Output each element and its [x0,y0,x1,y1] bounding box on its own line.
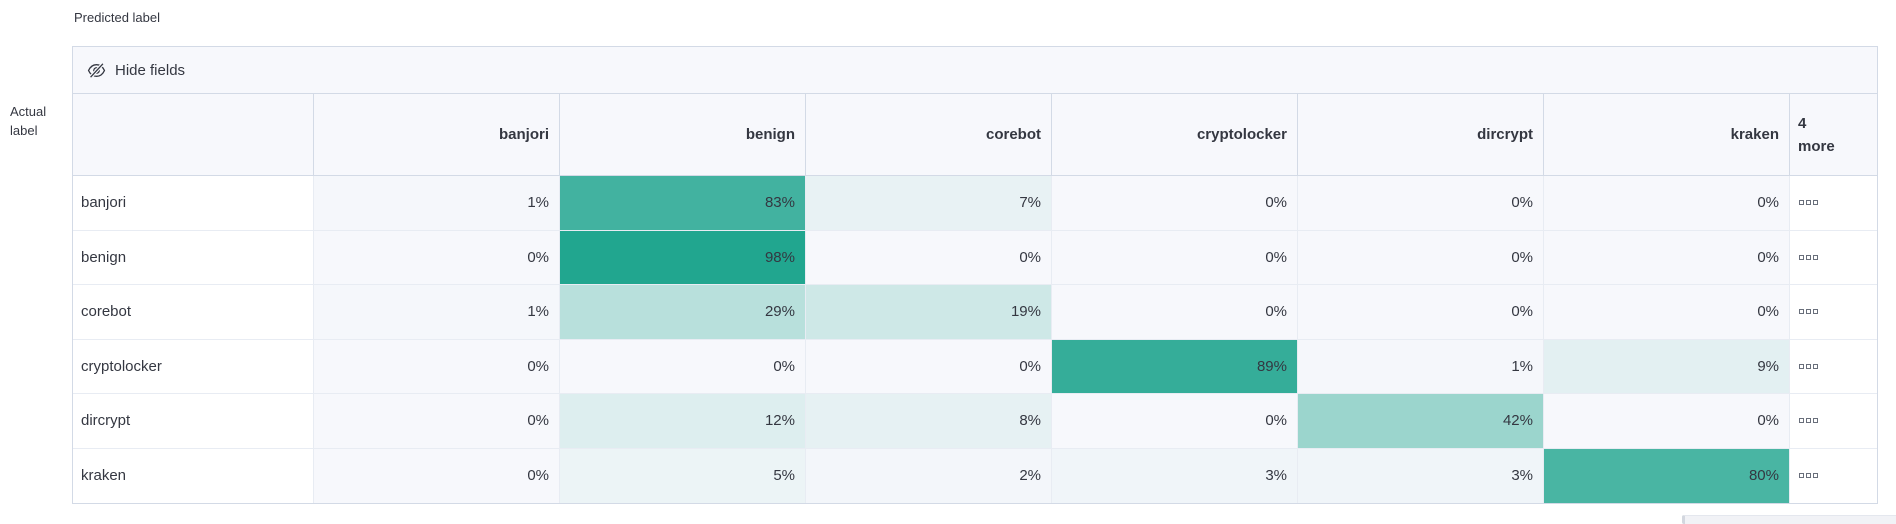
row-label-dircrypt[interactable]: dircrypt [73,394,314,449]
cell-corebot-kraken[interactable]: 0% [1544,285,1790,340]
actual-axis-label: Actual label [10,102,46,140]
column-header-dircrypt[interactable]: dircrypt [1298,94,1544,175]
column-header-corebot[interactable]: corebot [806,94,1052,175]
cell-benign-dircrypt[interactable]: 0% [1298,230,1544,285]
cell-dircrypt-cryptolocker[interactable]: 0% [1052,394,1298,449]
row-label-banjori[interactable]: banjori [73,176,314,231]
eye-closed-icon [87,61,106,80]
grid-row-cryptolocker: cryptolocker 0% 0% 0% 89% 1% 9% [73,339,1877,394]
row-label-cryptolocker[interactable]: cryptolocker [73,339,314,394]
predicted-axis-label: Predicted label [74,10,160,25]
cell-benign-corebot[interactable]: 0% [806,230,1052,285]
cell-kraken-corebot[interactable]: 2% [806,448,1052,503]
boxes-horizontal-icon[interactable] [1799,200,1818,206]
boxes-horizontal-icon[interactable] [1799,254,1818,260]
confusion-matrix-data-grid: Hide fields banjori benign corebot cryptolo… [72,46,1878,504]
row-label-benign[interactable]: benign [73,230,314,285]
grid-body: banjori 1% 83% 7% 0% 0% 0% benign 0% 98% 0% 0% 0% 0% c… [73,176,1877,503]
cell-kraken-benign[interactable]: 5% [560,448,806,503]
cell-banjori-kraken[interactable]: 0% [1544,176,1790,231]
cell-banjori-benign[interactable]: 83% [560,176,806,231]
row-label-kraken[interactable]: kraken [73,448,314,503]
grid-row-dircrypt: dircrypt 0% 12% 8% 0% 42% 0% [73,394,1877,449]
grid-toolbar: Hide fields [73,47,1877,94]
grid-row-kraken: kraken 0% 5% 2% 3% 3% 80% [73,448,1877,503]
cell-banjori-cryptolocker[interactable]: 0% [1052,176,1298,231]
grid-row-benign: benign 0% 98% 0% 0% 0% 0% [73,230,1877,285]
row-hidden-values-dircrypt[interactable] [1790,394,1877,449]
cell-kraken-kraken[interactable]: 80% [1544,448,1790,503]
cell-banjori-dircrypt[interactable]: 0% [1298,176,1544,231]
column-header-benign[interactable]: benign [560,94,806,175]
actual-axis-label-line1: Actual [10,104,47,119]
row-label-corebot[interactable]: corebot [73,285,314,340]
column-header-banjori[interactable]: banjori [314,94,560,175]
grid-row-banjori: banjori 1% 83% 7% 0% 0% 0% [73,176,1877,231]
cell-cryptolocker-banjori[interactable]: 0% [314,339,560,394]
cell-cryptolocker-benign[interactable]: 0% [560,339,806,394]
cell-benign-banjori[interactable]: 0% [314,230,560,285]
cell-corebot-corebot[interactable]: 19% [806,285,1052,340]
column-header-kraken[interactable]: kraken [1544,94,1790,175]
cell-corebot-cryptolocker[interactable]: 0% [1052,285,1298,340]
cell-benign-kraken[interactable]: 0% [1544,230,1790,285]
cell-banjori-corebot[interactable]: 7% [806,176,1052,231]
row-hidden-values-banjori[interactable] [1790,176,1877,231]
cell-dircrypt-banjori[interactable]: 0% [314,394,560,449]
hide-fields-label: Hide fields [115,61,186,79]
row-hidden-values-kraken[interactable] [1790,448,1877,503]
boxes-horizontal-icon[interactable] [1799,309,1818,315]
cell-corebot-benign[interactable]: 29% [560,285,806,340]
cell-cryptolocker-cryptolocker[interactable]: 89% [1052,339,1298,394]
header-corner-cell [73,94,314,175]
cell-cryptolocker-dircrypt[interactable]: 1% [1298,339,1544,394]
row-hidden-values-benign[interactable] [1790,230,1877,285]
boxes-horizontal-icon[interactable] [1799,418,1818,424]
cell-corebot-banjori[interactable]: 1% [314,285,560,340]
horizontal-scrollbar-thumb[interactable] [1682,515,1896,524]
boxes-horizontal-icon[interactable] [1799,473,1818,479]
cell-dircrypt-benign[interactable]: 12% [560,394,806,449]
columns-hidden-count-header[interactable]: 4 more [1790,94,1877,175]
boxes-horizontal-icon[interactable] [1799,363,1818,369]
cell-dircrypt-kraken[interactable]: 0% [1544,394,1790,449]
grid-row-corebot: corebot 1% 29% 19% 0% 0% 0% [73,285,1877,340]
cell-kraken-cryptolocker[interactable]: 3% [1052,448,1298,503]
cell-kraken-banjori[interactable]: 0% [314,448,560,503]
cell-dircrypt-dircrypt[interactable]: 42% [1298,394,1544,449]
row-hidden-values-corebot[interactable] [1790,285,1877,340]
grid-header-row: banjori benign corebot cryptolocker dircrypt… [73,94,1877,176]
hide-fields-button[interactable]: Hide fields [81,57,191,84]
cell-dircrypt-corebot[interactable]: 8% [806,394,1052,449]
cell-benign-cryptolocker[interactable]: 0% [1052,230,1298,285]
row-hidden-values-cryptolocker[interactable] [1790,339,1877,394]
cell-banjori-banjori[interactable]: 1% [314,176,560,231]
cell-kraken-dircrypt[interactable]: 3% [1298,448,1544,503]
cell-cryptolocker-corebot[interactable]: 0% [806,339,1052,394]
cell-cryptolocker-kraken[interactable]: 9% [1544,339,1790,394]
actual-axis-label-line2: label [10,123,38,138]
column-header-cryptolocker[interactable]: cryptolocker [1052,94,1298,175]
cell-corebot-dircrypt[interactable]: 0% [1298,285,1544,340]
cell-benign-benign[interactable]: 98% [560,230,806,285]
